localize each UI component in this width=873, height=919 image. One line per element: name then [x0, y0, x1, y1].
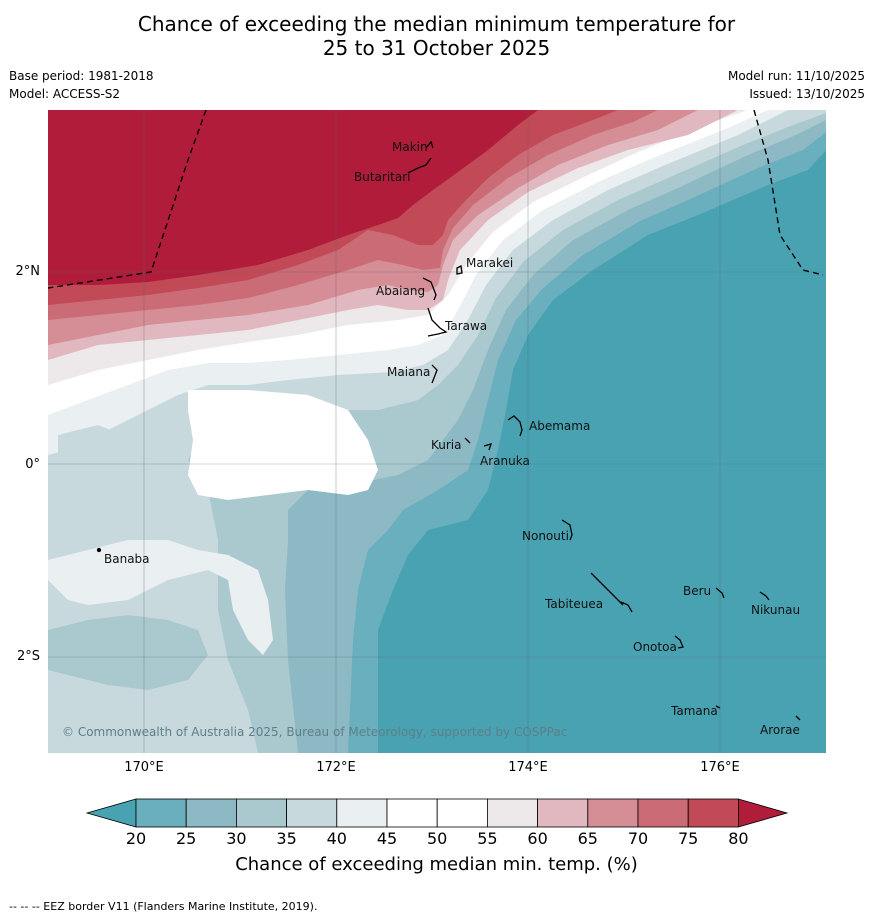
lon-tick-172e: 172°E — [316, 760, 356, 775]
label-arorae: Arorae — [760, 723, 800, 737]
model-name: Model: ACCESS-S2 — [9, 87, 121, 101]
colorbar-segment-40-45 — [336, 798, 388, 828]
forecast-map[interactable]: Makin Butaritari Marakei Abaiang Tarawa … — [48, 110, 826, 753]
island-kuria — [464, 437, 471, 444]
colorbar-segment-70-75 — [637, 798, 689, 828]
colorbar-segment-45-50 — [386, 798, 438, 828]
colorbar-tick-45: 45 — [376, 829, 398, 848]
colorbar-high-extend — [738, 798, 789, 828]
eez-footnote: -- -- -- EEZ border V11 (Flanders Marine… — [9, 900, 318, 913]
island-nonouti — [561, 519, 573, 541]
label-abaiang: Abaiang — [376, 284, 425, 298]
colorbar-segment-60-65 — [537, 798, 589, 828]
chart-title: Chance of exceeding the median minimum t… — [0, 12, 873, 60]
colorbar-tick-80: 80 — [728, 829, 749, 848]
island-onotoa — [674, 635, 684, 649]
title-line-2: 25 to 31 October 2025 — [322, 36, 551, 60]
colorbar-segment-25-30 — [185, 798, 237, 828]
colorbar — [85, 798, 789, 828]
island-aranuka — [483, 443, 493, 451]
island-makin — [425, 140, 434, 149]
label-tabiteuea: Tabiteuea — [544, 597, 603, 611]
label-maiana: Maiana — [387, 365, 430, 379]
island-abemama — [507, 415, 523, 437]
lat-tick-2s: 2°S — [16, 649, 40, 664]
colorbar-tick-65: 65 — [577, 829, 598, 848]
island-beru — [715, 587, 725, 599]
label-aranuka: Aranuka — [480, 454, 530, 468]
lon-tick-176e: 176°E — [700, 760, 740, 775]
colorbar-tick-30: 30 — [226, 829, 247, 848]
island-marakei — [456, 265, 463, 275]
label-makin: Makin — [392, 140, 428, 154]
label-onotoa: Onotoa — [633, 640, 677, 654]
colorbar-low-extend — [85, 798, 137, 828]
islands — [96, 140, 801, 721]
band-25b — [48, 615, 208, 690]
colorbar-tick-75: 75 — [678, 829, 699, 848]
band-80 — [48, 110, 538, 285]
colorbar-segment-55-60 — [486, 798, 538, 828]
label-butaritari: Butaritari — [354, 170, 411, 184]
copyright-notice: © Commonwealth of Australia 2025, Bureau… — [62, 725, 568, 739]
colorbar-segment-35-40 — [286, 798, 338, 828]
colorbar-segment-65-70 — [587, 798, 639, 828]
lon-tick-170e: 170°E — [124, 760, 164, 775]
meta-right: Model run: 11/10/2025 Issued: 13/10/2025 — [728, 67, 865, 103]
colorbar-segment-50-55 — [436, 798, 488, 828]
gridlines — [48, 110, 826, 753]
title-line-1: Chance of exceeding the median minimum t… — [137, 12, 736, 36]
colorbar-tick-50: 50 — [427, 829, 448, 848]
colorbar-tick-25: 25 — [176, 829, 197, 848]
base-period: Base period: 1981-2018 — [9, 69, 154, 83]
issued-date: Issued: 13/10/2025 — [749, 87, 865, 101]
label-tarawa: Tarawa — [444, 319, 487, 333]
colorbar-title: Chance of exceeding median min. temp. (%… — [235, 854, 638, 875]
lat-tick-2n: 2°N — [15, 264, 41, 279]
island-maiana — [431, 364, 438, 384]
label-kuria: Kuria — [431, 438, 462, 452]
colorbar-svg — [85, 798, 789, 828]
island-abaiang — [422, 277, 437, 301]
colorbar-segment-75-80 — [687, 798, 739, 828]
colorbar-tick-40: 40 — [326, 829, 347, 848]
island-tamana — [715, 705, 721, 709]
colorbar-tick-70: 70 — [627, 829, 649, 848]
label-nikunau: Nikunau — [751, 603, 800, 617]
band-20b — [58, 425, 128, 475]
label-marakei: Marakei — [466, 256, 513, 270]
meta-left: Base period: 1981-2018 Model: ACCESS-S2 — [9, 67, 154, 103]
label-banaba: Banaba — [104, 552, 150, 566]
colorbar-tick-35: 35 — [276, 829, 297, 848]
colorbar-tick-60: 60 — [527, 829, 548, 848]
model-run: Model run: 11/10/2025 — [727, 69, 865, 83]
colorbar-segment-20-25 — [135, 798, 187, 828]
island-tabiteuea — [590, 572, 633, 613]
colorbar-tick-55: 55 — [477, 829, 498, 848]
map-svg: Makin Butaritari Marakei Abaiang Tarawa … — [48, 110, 826, 753]
eez-border — [48, 110, 824, 289]
island-arorae — [795, 715, 801, 721]
island-nikunau — [759, 591, 770, 601]
label-abemama: Abemama — [529, 419, 590, 433]
label-tamana: Tamana — [670, 704, 718, 718]
lon-tick-174e: 174°E — [508, 760, 548, 775]
lat-tick-0: 0° — [25, 457, 40, 472]
island-tarawa — [427, 307, 448, 337]
label-beru: Beru — [683, 584, 711, 598]
colorbar-tick-20: 20 — [125, 829, 147, 848]
label-nonouti: Nonouti — [522, 529, 569, 543]
colorbar-segment-30-35 — [235, 798, 287, 828]
island-banaba — [96, 547, 102, 553]
island-butaritari — [407, 157, 432, 174]
band-50b — [188, 390, 378, 500]
